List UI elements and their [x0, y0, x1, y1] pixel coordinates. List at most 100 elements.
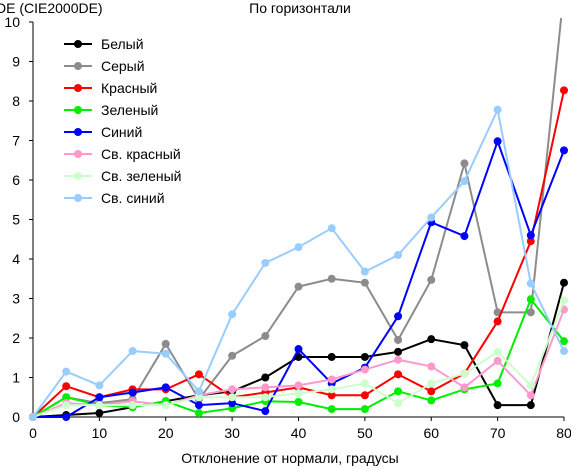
- legend-swatch-marker: [74, 40, 82, 48]
- data-point: [460, 232, 469, 241]
- data-point: [228, 351, 237, 360]
- data-point: [493, 347, 502, 356]
- axes: 0 10 20 30 40 50 60 70 80 0 1 2 3 4 5 6 7 8 9 10: [4, 14, 571, 441]
- data-point: [194, 401, 203, 410]
- data-point: [427, 362, 436, 371]
- data-point: [161, 383, 170, 392]
- legend-label: Красный: [101, 80, 157, 96]
- data-point: [493, 401, 502, 410]
- legend-swatch-marker: [74, 128, 82, 136]
- legend-label: Синий: [101, 124, 142, 140]
- data-point: [526, 237, 535, 246]
- y-tick-label: 8: [12, 93, 20, 109]
- data-point: [161, 339, 170, 348]
- data-point: [327, 375, 336, 384]
- data-point: [526, 391, 535, 400]
- x-tick-label: 70: [490, 425, 506, 441]
- data-point: [360, 405, 369, 414]
- data-point: [526, 231, 535, 240]
- data-point: [526, 279, 535, 288]
- data-point: [327, 405, 336, 414]
- data-point: [194, 393, 203, 402]
- data-point: [261, 407, 270, 416]
- legend-swatch-marker: [74, 172, 82, 180]
- data-point: [427, 396, 436, 405]
- data-point: [560, 278, 568, 287]
- data-point: [95, 409, 104, 418]
- y-tick-label: 2: [12, 330, 20, 346]
- data-point: [427, 335, 436, 344]
- y-tick-label: 4: [12, 251, 20, 267]
- legend-item: Зеленый: [64, 102, 158, 118]
- series-2: [29, 18, 563, 421]
- series-5: [29, 137, 568, 421]
- data-point: [327, 385, 336, 394]
- y-tick-label: 10: [4, 14, 20, 30]
- data-point: [95, 381, 104, 390]
- data-point: [560, 146, 568, 155]
- data-point: [394, 370, 403, 379]
- x-tick-label: 10: [92, 425, 108, 441]
- data-point: [560, 337, 568, 346]
- y-tick-label: 5: [12, 212, 20, 228]
- data-point: [526, 308, 535, 317]
- data-point: [261, 393, 270, 402]
- chart-title: По горизонтали: [249, 0, 351, 16]
- data-point: [228, 399, 237, 408]
- data-point: [360, 278, 369, 287]
- legend-label: Серый: [101, 58, 145, 74]
- data-point: [360, 379, 369, 388]
- data-point: [493, 379, 502, 388]
- legend-label: Белый: [101, 36, 144, 52]
- x-tick-label: 20: [158, 425, 174, 441]
- x-tick-label: 80: [556, 425, 571, 441]
- data-point: [228, 310, 237, 319]
- data-point: [460, 159, 469, 168]
- data-point: [394, 387, 403, 396]
- legend-item: Белый: [64, 36, 144, 52]
- data-point: [560, 347, 568, 356]
- series-layer: [29, 18, 568, 421]
- data-point: [394, 312, 403, 321]
- y-tick-label: 6: [12, 172, 20, 188]
- legend-item: Синий: [64, 124, 142, 140]
- legend-item: Красный: [64, 80, 157, 96]
- data-point: [261, 373, 270, 382]
- data-point: [294, 243, 303, 252]
- data-point: [128, 401, 137, 410]
- data-point: [493, 356, 502, 365]
- data-point: [62, 367, 71, 376]
- data-point: [294, 397, 303, 406]
- data-point: [360, 365, 369, 374]
- data-point: [228, 393, 237, 402]
- data-point: [360, 267, 369, 276]
- y-axis-title: DE (CIE2000DE): [0, 0, 103, 16]
- data-point: [394, 335, 403, 344]
- data-point: [327, 352, 336, 361]
- data-point: [427, 275, 436, 284]
- data-point: [526, 295, 535, 304]
- legend-label: Св. красный: [101, 146, 181, 162]
- data-point: [128, 347, 137, 356]
- y-tick-label: 7: [12, 133, 20, 149]
- data-point: [161, 401, 170, 410]
- data-point: [493, 317, 502, 326]
- x-tick-label: 0: [29, 425, 37, 441]
- data-point: [95, 393, 104, 402]
- data-point: [394, 251, 403, 260]
- legend-swatch-marker: [74, 84, 82, 92]
- data-point: [128, 388, 137, 397]
- data-point: [526, 381, 535, 390]
- data-point: [294, 345, 303, 354]
- data-point: [327, 391, 336, 400]
- data-point: [62, 401, 71, 410]
- data-point: [261, 258, 270, 267]
- data-point: [460, 341, 469, 350]
- data-point: [394, 399, 403, 408]
- y-tick-label: 3: [12, 291, 20, 307]
- data-point: [294, 389, 303, 398]
- legend-swatch-marker: [74, 62, 82, 70]
- data-point: [526, 401, 535, 410]
- data-point: [560, 296, 568, 305]
